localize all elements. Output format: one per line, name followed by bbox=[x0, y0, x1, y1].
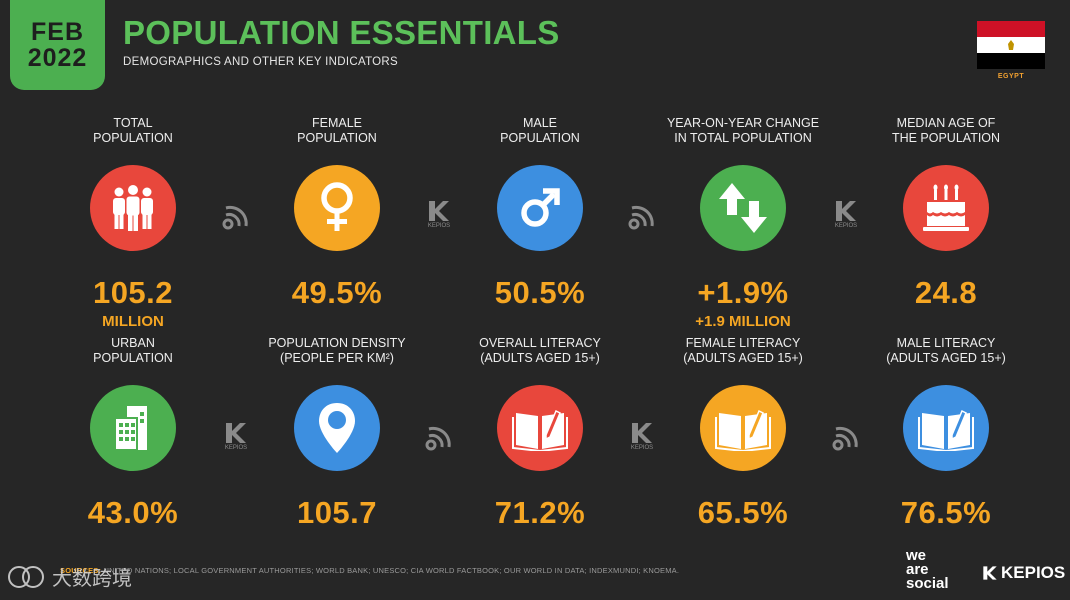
wearesocial-mark-icon bbox=[829, 418, 865, 454]
stat-label: FEMALE bbox=[311, 116, 362, 130]
stat-population-density: POPULATION DENSITY (PEOPLE PER KM²) 105.7 bbox=[252, 334, 422, 531]
male-icon bbox=[521, 188, 560, 227]
sources-footnote: SOURCES: UNITED NATIONS; LOCAL GOVERNMEN… bbox=[60, 566, 679, 575]
date-badge: FEB 2022 bbox=[10, 0, 105, 90]
stat-label: TOTAL bbox=[113, 116, 153, 130]
kepios-mark-icon: KEPIOS bbox=[828, 196, 864, 232]
stat-female-literacy: FEMALE LITERACY (ADULTS AGED 15+) 65.5% bbox=[658, 334, 828, 531]
stat-label: MEDIAN AGE OF bbox=[896, 116, 996, 130]
kepios-logo-icon bbox=[983, 566, 997, 580]
stat-label: POPULATION DENSITY bbox=[268, 336, 406, 350]
wearesocial-mark-icon bbox=[219, 197, 255, 233]
stat-label: POPULATION bbox=[93, 351, 173, 365]
kepios-logo: KEPIOS bbox=[982, 563, 1065, 583]
egypt-flag bbox=[977, 21, 1045, 69]
kepios-mark-icon: KEPIOS bbox=[624, 418, 660, 454]
people-icon bbox=[113, 185, 153, 231]
stat-value: 71.2% bbox=[494, 495, 586, 530]
stat-value: 76.5% bbox=[900, 495, 992, 530]
stat-label: OVERALL LITERACY bbox=[479, 336, 601, 350]
birthday-cake-icon bbox=[923, 184, 969, 231]
stat-label: POPULATION bbox=[500, 131, 580, 145]
map-pin-icon bbox=[319, 403, 355, 453]
stat-urban-population: URBAN POPULATION 43.0% bbox=[48, 334, 218, 531]
kepios-mark-label: KEPIOS bbox=[427, 223, 451, 229]
watermark-text: 大数跨境 bbox=[52, 568, 132, 590]
stat-value: 65.5% bbox=[697, 495, 789, 530]
stat-sub: MILLION bbox=[102, 313, 164, 330]
stat-value: 49.5% bbox=[291, 275, 383, 310]
stat-male-population: MALE POPULATION 50.5% bbox=[455, 114, 625, 311]
stat-male-literacy: MALE LITERACY (ADULTS AGED 15+) 76.5% bbox=[861, 334, 1031, 531]
stat-label: POPULATION bbox=[297, 131, 377, 145]
kepios-logo-text: KEPIOS bbox=[1001, 563, 1066, 582]
stat-total-population: TOTAL POPULATION 105.2 MILLION bbox=[48, 114, 218, 330]
stat-sub: +1.9 MILLION bbox=[695, 313, 791, 330]
badge-month: FEB bbox=[31, 17, 84, 46]
wearesocial-mark-icon bbox=[422, 418, 458, 454]
stat-label: MALE LITERACY bbox=[896, 336, 996, 350]
female-icon bbox=[321, 182, 353, 231]
stat-label: URBAN bbox=[111, 336, 155, 350]
kepios-mark-label: KEPIOS bbox=[834, 223, 858, 229]
kepios-mark-label: KEPIOS bbox=[630, 445, 654, 451]
up-down-arrows-icon bbox=[719, 183, 767, 233]
stat-value: +1.9% bbox=[697, 275, 789, 310]
stat-label: POPULATION bbox=[93, 131, 173, 145]
kepios-mark-icon: KEPIOS bbox=[421, 196, 457, 232]
stat-overall-literacy: OVERALL LITERACY (ADULTS AGED 15+) 71.2% bbox=[455, 334, 625, 531]
sources-text: UNITED NATIONS; LOCAL GOVERNMENT AUTHORI… bbox=[101, 566, 680, 575]
badge-year: 2022 bbox=[27, 44, 88, 72]
stat-label: YEAR-ON-YEAR CHANGE bbox=[666, 116, 820, 130]
stat-median-age: MEDIAN AGE OF THE POPULATION 24.8 bbox=[861, 114, 1031, 311]
stat-value: 50.5% bbox=[494, 275, 586, 310]
book-icon bbox=[715, 409, 771, 451]
stat-label: (ADULTS AGED 15+) bbox=[886, 351, 1006, 365]
stat-label: (PEOPLE PER KM²) bbox=[280, 351, 394, 365]
kepios-mark-icon: KEPIOS bbox=[218, 418, 254, 454]
watermark: 大数跨境 bbox=[6, 562, 132, 591]
page-title: POPULATION ESSENTIALS bbox=[123, 14, 560, 51]
stat-label: MALE bbox=[522, 116, 558, 130]
stat-label: IN TOTAL POPULATION bbox=[674, 131, 812, 145]
stat-value: 43.0% bbox=[87, 495, 179, 530]
country-label: EGYPT bbox=[997, 73, 1025, 80]
watermark-icon bbox=[8, 565, 44, 588]
stat-value: 105.2 bbox=[92, 275, 174, 310]
stat-label: THE POPULATION bbox=[891, 131, 1001, 145]
stat-label: (ADULTS AGED 15+) bbox=[683, 351, 803, 365]
page-subtitle: DEMOGRAPHICS AND OTHER KEY INDICATORS bbox=[123, 56, 399, 68]
kepios-mark-label: KEPIOS bbox=[224, 445, 248, 451]
sources-label: SOURCES: bbox=[60, 566, 102, 575]
we-are-social-logo: we are social bbox=[906, 547, 949, 592]
book-icon bbox=[918, 409, 974, 451]
stat-female-population: FEMALE POPULATION 49.5% bbox=[252, 114, 422, 311]
book-icon bbox=[512, 409, 568, 451]
building-icon bbox=[114, 406, 147, 451]
wearesocial-mark-icon bbox=[625, 197, 661, 233]
stat-yoy-change: YEAR-ON-YEAR CHANGE IN TOTAL POPULATION +… bbox=[658, 114, 828, 330]
stat-value: 24.8 bbox=[914, 275, 978, 310]
stat-value: 105.7 bbox=[296, 495, 378, 530]
stat-label: FEMALE LITERACY bbox=[685, 336, 801, 350]
stat-label: (ADULTS AGED 15+) bbox=[480, 351, 600, 365]
